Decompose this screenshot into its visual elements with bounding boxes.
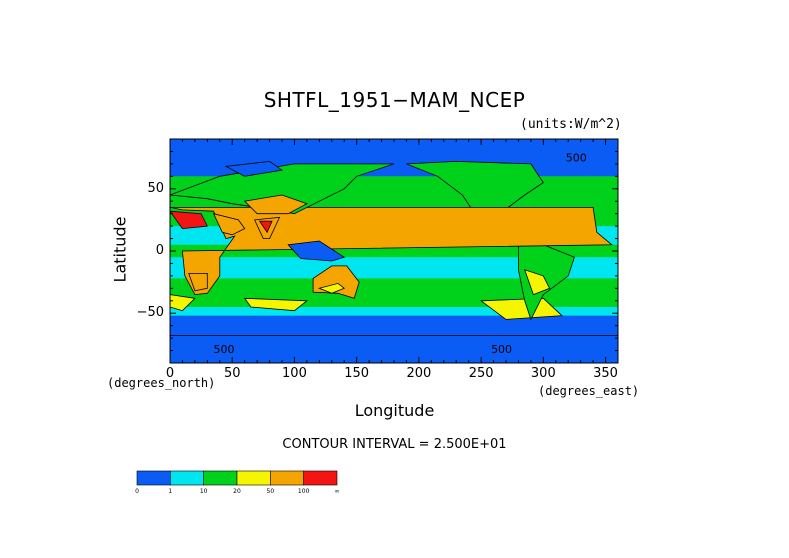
maritime-continent xyxy=(287,240,346,262)
colorbar-swatch xyxy=(270,470,304,486)
x-tick-label: 200 xyxy=(406,366,432,381)
siberia-blue xyxy=(224,160,284,177)
x-axis-label: Longitude xyxy=(354,401,435,420)
colorbar-swatch xyxy=(203,470,238,486)
x-tick-label: 0 xyxy=(165,366,175,381)
x-tick-label: 300 xyxy=(530,366,556,381)
africa xyxy=(169,206,613,296)
south-america-interior xyxy=(524,269,551,296)
y-tick-label: 0 xyxy=(155,243,164,258)
colorbar-swatch xyxy=(303,470,338,486)
x-tick-label: 50 xyxy=(223,366,241,381)
arabia xyxy=(212,213,246,236)
yellow-patch-indian xyxy=(243,297,308,312)
colorbar-swatch xyxy=(136,470,171,486)
southern-africa xyxy=(188,272,208,292)
yellow-patch-spacific xyxy=(479,297,563,320)
chart-title: SHTFL_1951−MAM_NCEP xyxy=(263,88,526,112)
colorbar-label: 50 xyxy=(266,488,275,495)
central-asia xyxy=(243,194,308,215)
colorbar-label: 1 xyxy=(168,488,173,495)
colorbar-label: ∞ xyxy=(334,488,340,495)
y-axis-unit: (degrees_north) xyxy=(107,376,216,390)
y-tick-label: 50 xyxy=(147,180,164,196)
india-hotspot xyxy=(258,220,273,234)
south-america xyxy=(518,238,575,321)
x-tick-label: 100 xyxy=(282,366,307,381)
colorbar-swatch xyxy=(236,470,271,486)
contour-label: 500 xyxy=(214,343,235,356)
south-trade-band xyxy=(170,257,618,279)
sahara-hotspot xyxy=(169,210,208,230)
antarctica xyxy=(169,335,619,364)
contour-interval: CONTOUR INTERVAL = 2.500E+01 xyxy=(282,437,507,452)
colorbar-label: 100 xyxy=(297,488,310,495)
x-tick-label: 150 xyxy=(344,366,370,381)
contour-label: 500 xyxy=(491,343,512,356)
australia-south xyxy=(318,282,345,294)
colorbar-label: 20 xyxy=(233,488,241,495)
y-tick-label: −50 xyxy=(136,305,164,321)
colorbar-label: 10 xyxy=(199,488,208,495)
contour-label: 500 xyxy=(566,151,587,164)
x-tick-label: 350 xyxy=(593,366,618,381)
x-axis-unit: (degrees_east) xyxy=(538,384,640,398)
eurasia xyxy=(169,163,395,215)
southern-ocean-cyan-band xyxy=(170,307,618,316)
colorbar-swatch xyxy=(170,470,204,486)
x-tick-label: 250 xyxy=(468,366,494,381)
units-label: (units:W/m^2) xyxy=(520,117,622,132)
colorbar-label: 0 xyxy=(135,488,139,495)
